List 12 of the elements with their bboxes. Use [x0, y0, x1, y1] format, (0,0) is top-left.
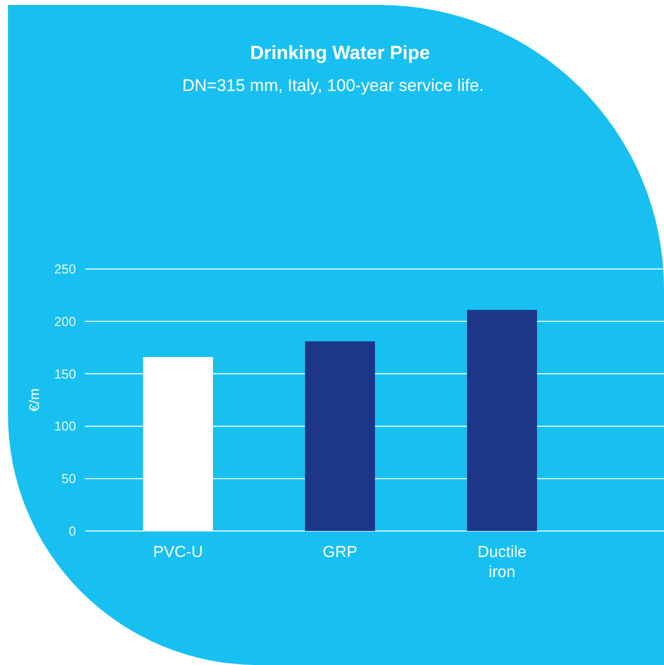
y-tick-label: 150 [54, 366, 76, 382]
y-tick-label: 200 [54, 314, 76, 329]
x-tick-label: Ductile iron [478, 544, 527, 581]
y-tick-label: 100 [54, 418, 76, 434]
y-tick-label: 250 [54, 262, 76, 276]
y-tick-label: 50 [62, 471, 76, 486]
x-tick-label: GRP [322, 544, 358, 561]
x-tick-label: PVC-U [153, 544, 203, 561]
chart-title: Drinking Water Pipe [250, 43, 430, 64]
y-tick-label: 0 [68, 524, 76, 538]
y-axis-title: €/m [26, 388, 42, 412]
chart-subtitle: DN=315 mm, Italy, 100-year service life. [182, 76, 484, 95]
